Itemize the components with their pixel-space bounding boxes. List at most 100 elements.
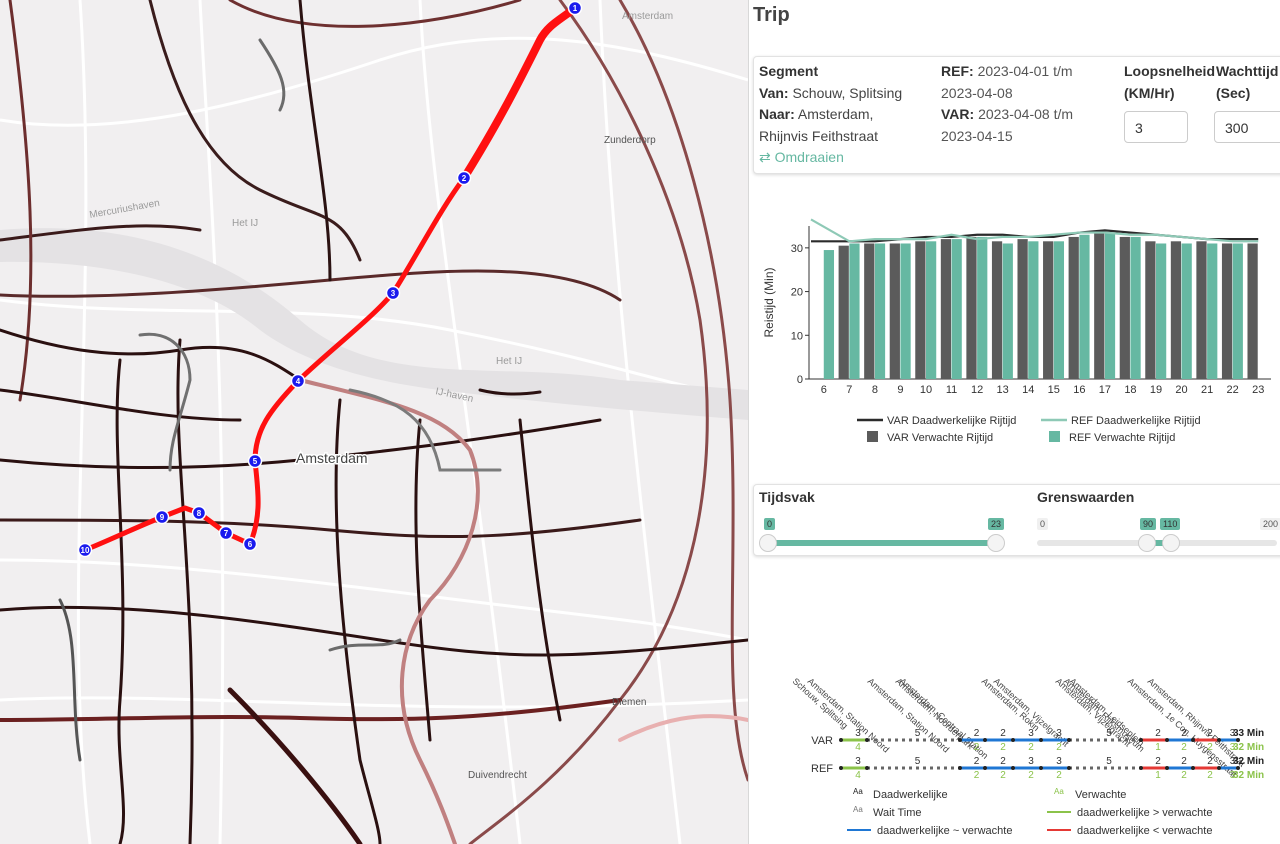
chart-x-tick-label: 14	[1022, 384, 1034, 396]
timeline-stop-dot	[865, 738, 869, 742]
walk-speed-input[interactable]: 3	[1124, 111, 1188, 143]
timeline-expected-value: 2	[1207, 770, 1213, 781]
timeline-actual-value: 3	[1056, 756, 1062, 767]
timeline-stop-dot	[1165, 766, 1169, 770]
timeline-stop-dot	[983, 738, 987, 742]
chart-bar	[1181, 243, 1192, 379]
legend-square-swatch	[1049, 431, 1060, 442]
route-marker[interactable]: 7	[218, 525, 234, 541]
timeline-expected-value: 2	[1028, 742, 1034, 753]
label-amsterdam-top: Amsterdam	[622, 11, 673, 22]
segment-card: Segment Van: Schouw, Splitsing Naar: Ams…	[753, 56, 1280, 174]
panel-title: Trip	[753, 4, 790, 26]
timeline-expected-value: 2	[1056, 770, 1062, 781]
legend-approx-label: daadwerkelijke ~ verwachte	[877, 825, 1012, 837]
legend-greater-label: daadwerkelijke > verwachte	[1077, 807, 1212, 819]
route-marker-dot	[456, 170, 472, 186]
trip-panel: Trip Segment Van: Schouw, Splitsing Naar…	[748, 0, 1280, 844]
wait-time-label: Wachttijd (Sec)	[1216, 61, 1278, 104]
route-marker[interactable]: 5	[247, 453, 263, 469]
tijdsvak-max-handle[interactable]	[987, 534, 1005, 552]
segment-heading: Segment	[759, 63, 819, 79]
route-marker[interactable]: 2	[456, 170, 472, 186]
timeline-actual-value: 5	[915, 728, 921, 739]
naar-value-line2: Rhijnvis Feithstraat	[759, 127, 879, 144]
timeline-actual-value: 5	[1106, 728, 1112, 739]
chart-bar	[1079, 234, 1090, 379]
map-canvas[interactable]: Amsterdam Zunderdorp Mercuriushaven Het …	[0, 0, 748, 844]
route-marker[interactable]: 10	[77, 542, 93, 558]
chart-x-tick-label: 22	[1227, 384, 1239, 396]
swap-button[interactable]: ⇄ Omdraaien	[759, 147, 902, 169]
chart-x-tick-label: 23	[1252, 384, 1264, 396]
chart-x-tick-label: 20	[1175, 384, 1187, 396]
chart-bar	[864, 243, 875, 379]
map[interactable]: Amsterdam Zunderdorp Mercuriushaven Het …	[0, 0, 748, 844]
chart-bar	[1247, 243, 1258, 379]
timeline-expected-value: 2	[1028, 770, 1034, 781]
chart-bar	[926, 241, 937, 379]
route-marker[interactable]: 6	[242, 536, 258, 552]
segment-info: Segment Van: Schouw, Splitsing Naar: Ams…	[759, 61, 902, 169]
timeline-stop-name: Amsterdam, Rokin	[980, 676, 1042, 733]
timeline-stop-dot	[1165, 738, 1169, 742]
timeline-actual-value: 2	[1181, 756, 1187, 767]
timeline-actual-value: 3	[1028, 756, 1034, 767]
trip-route-thick	[460, 4, 579, 182]
chart-y-axis-label: Reistijd (Min)	[762, 267, 776, 337]
timeline-total-expected: 32 Min	[1233, 742, 1264, 753]
chart-x-tick-label: 6	[821, 384, 827, 396]
period-info: REF: 2023-04-01 t/m 2023-04-08 VAR: 2023…	[941, 61, 1073, 147]
timeline-stop-dot	[1139, 766, 1143, 770]
chart-x-tick-label: 7	[846, 384, 852, 396]
route-marker-label: 6	[248, 540, 253, 549]
timeline-stop-dot	[1217, 766, 1221, 770]
timeline-actual-value: 3	[1028, 728, 1034, 739]
route-marker-label: 2	[462, 174, 467, 183]
timeline-actual-value: 2	[1207, 728, 1213, 739]
chart-x-tick-label: 21	[1201, 384, 1213, 396]
timeline-total-actual: 33 Min	[1233, 728, 1264, 739]
van-value: Schouw, Splitsing	[792, 84, 903, 101]
chart-bar	[1119, 236, 1130, 379]
label-het-ij-east: Het IJ	[496, 356, 522, 367]
route-marker[interactable]: 1	[567, 0, 583, 16]
route-marker-dot	[154, 509, 170, 525]
chart-bar	[1068, 236, 1079, 379]
route-marker[interactable]: 3	[385, 285, 401, 301]
timeline-actual-value: 2	[1000, 728, 1006, 739]
chart-bar	[823, 250, 835, 379]
legend-less-label: daadwerkelijke < verwachte	[1077, 825, 1212, 837]
timeline-stop-dot	[1191, 738, 1195, 742]
route-markers[interactable]: 1 2 3 4 5 6 7 8 9 10	[77, 0, 583, 558]
route-marker[interactable]: 4	[290, 373, 306, 389]
route-marker-dot	[290, 373, 306, 389]
route-marker[interactable]: 8	[191, 505, 207, 521]
chart-bar	[977, 236, 988, 379]
filters-card: Tijdsvak 0 23 Grenswaarden 0 90 110 200	[753, 484, 1280, 556]
chart-bar	[1170, 241, 1182, 379]
timeline-stop-dot	[1039, 766, 1043, 770]
chart-x-tick-label: 10	[920, 384, 932, 396]
route-marker[interactable]: 9	[154, 509, 170, 525]
grens-fill	[1146, 540, 1171, 546]
tijdsvak-min-handle[interactable]	[759, 534, 777, 552]
timeline-expected-value: 2	[974, 770, 980, 781]
chart-x-tick-label: 12	[971, 384, 983, 396]
grens-low-handle[interactable]	[1138, 534, 1156, 552]
timeline-actual-value: 3	[1230, 728, 1236, 739]
chart-legend-item: REF Daadwerkelijke Rijtijd	[1041, 415, 1201, 427]
timeline-legend: Aa Daadwerkelijke Aa Wait Time daadwerkelijk…	[847, 787, 1212, 837]
chart-y-tick-label: 20	[791, 287, 803, 299]
grens-high-handle[interactable]	[1162, 534, 1180, 552]
grens-high-tag: 110	[1160, 518, 1181, 530]
route-marker-dot	[567, 0, 583, 16]
chart-bar	[966, 236, 977, 379]
chart-bar	[951, 239, 962, 379]
timeline-expected-value: 4	[855, 742, 861, 753]
chart-bar	[1028, 241, 1039, 379]
chart-x-tick-label: 18	[1124, 384, 1136, 396]
chart-bar	[1130, 236, 1141, 379]
timeline-stop-dot	[1039, 738, 1043, 742]
wait-time-input[interactable]: 300	[1214, 111, 1280, 143]
